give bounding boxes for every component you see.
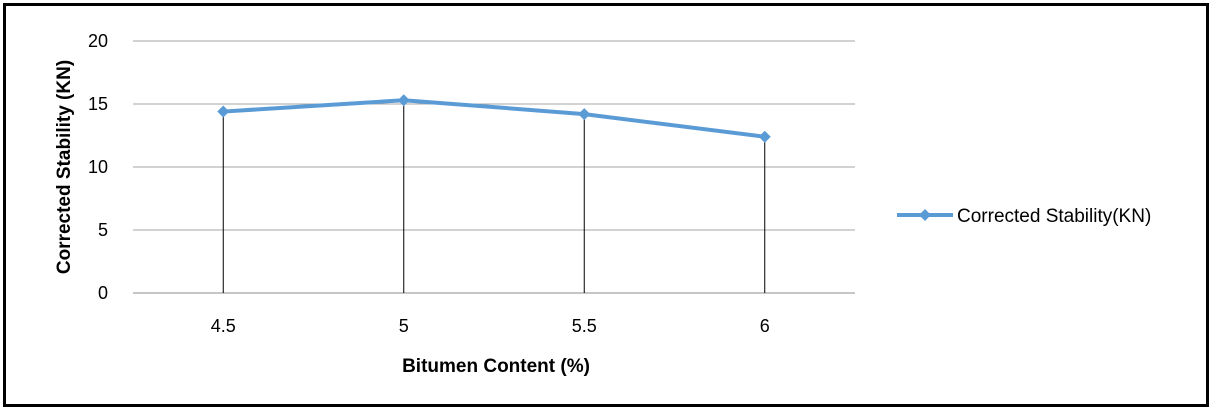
x-tick-label: 6 (760, 316, 770, 336)
legend: Corrected Stability(KN) (897, 206, 1151, 227)
data-point-marker (758, 130, 771, 143)
drop-lines (222, 100, 766, 293)
y-tick-label: 15 (88, 94, 108, 114)
chart-frame (3, 3, 1209, 407)
data-point-marker (397, 94, 410, 107)
y-tick-label: 10 (88, 157, 108, 177)
x-tick-label: 5 (399, 316, 409, 336)
gridlines (133, 40, 855, 294)
x-tick-label: 5.5 (572, 316, 597, 336)
legend-label: Corrected Stability(KN) (957, 206, 1151, 227)
legend-marker (919, 209, 931, 221)
x-axis-title: Bitumen Content (%) (402, 356, 590, 377)
data-point-marker (217, 105, 230, 118)
y-axis-title: Corrected Stability (KN) (54, 60, 75, 274)
y-tick-label: 0 (98, 283, 108, 303)
series-group (217, 94, 771, 143)
y-tick-labels: 0 5 10 15 20 (88, 31, 108, 303)
y-tick-label: 20 (88, 31, 108, 51)
series-line (221, 98, 767, 139)
data-point-marker (578, 108, 591, 121)
y-tick-label: 5 (98, 220, 108, 240)
x-tick-labels: 4.5 5 5.5 6 (211, 316, 770, 336)
x-tick-label: 4.5 (211, 316, 236, 336)
